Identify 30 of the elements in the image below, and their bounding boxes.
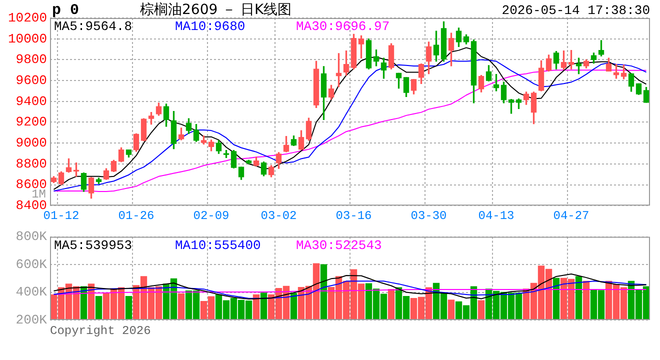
- y-tick-label: 9200: [16, 114, 47, 130]
- y-tick-label: 200K: [16, 312, 48, 328]
- chart-title: 棕榈油2609 － 日K线图: [140, 2, 292, 18]
- text: MA10:555400: [175, 238, 261, 253]
- y-tick-label: 9600: [16, 72, 47, 88]
- y-tick-label: 10000: [8, 31, 47, 46]
- x-tick-label: 01-12: [43, 208, 80, 223]
- x-tick-label: 04-13: [478, 208, 514, 223]
- text: MA30:9696.97: [296, 19, 390, 34]
- x-tick-label: 03-02: [260, 208, 297, 223]
- y-tick-label: 800K: [16, 229, 48, 244]
- x-tick-label: 03-16: [336, 208, 372, 223]
- x-tick-label: 02-09: [193, 208, 230, 223]
- y-tick-label: 9400: [16, 94, 47, 109]
- text: MA5:539953: [54, 238, 132, 253]
- y-tick-label: 9800: [16, 52, 47, 68]
- y-tick-label: 600K: [16, 256, 48, 272]
- y-tick-label: 10200: [8, 10, 47, 26]
- annotation: 2026-05-14 17:38:30: [502, 3, 650, 18]
- text: Copyright 2026: [50, 324, 151, 338]
- text: MA10:9680: [175, 19, 246, 34]
- x-tick-label: 01-26: [118, 208, 154, 223]
- x-tick-label: 03-30: [410, 208, 447, 223]
- annotation: p 0: [52, 2, 80, 19]
- y-tick-label: 400K: [16, 284, 48, 300]
- text: MA5:9564.8: [54, 19, 132, 34]
- text: MA30:522543: [296, 238, 382, 253]
- x-tick-label: 04-27: [553, 208, 590, 223]
- y-tick-label: 8800: [16, 156, 47, 172]
- y-tick-label: 9000: [16, 136, 47, 151]
